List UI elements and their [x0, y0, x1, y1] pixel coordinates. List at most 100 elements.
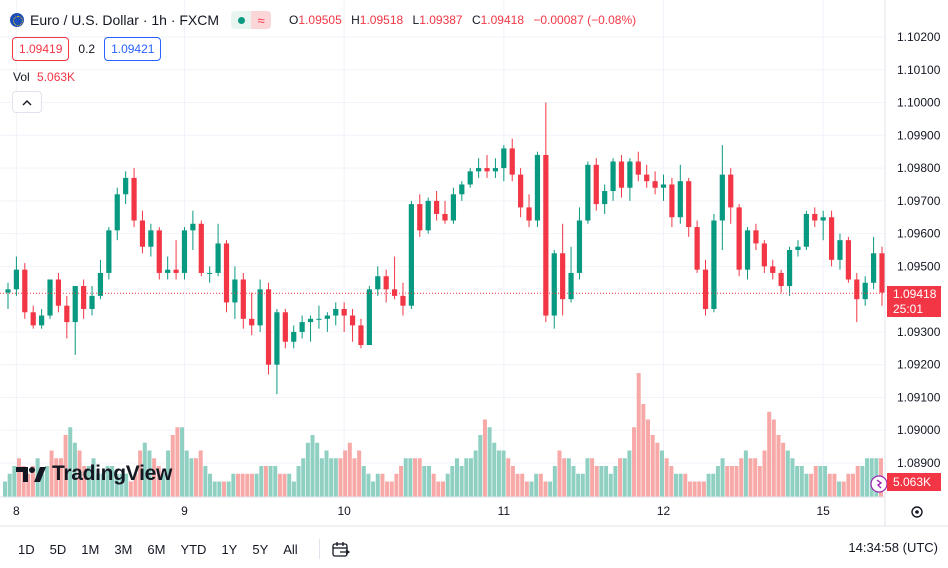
volume-bar	[338, 458, 343, 497]
tradingview-logo[interactable]: TradingView	[16, 462, 172, 486]
volume-bar	[851, 473, 856, 497]
volume-legend[interactable]: Vol 5.063K	[13, 70, 75, 84]
candle-body	[459, 184, 465, 195]
candle	[408, 200, 414, 309]
bar-countdown-label: 25:01	[887, 301, 941, 317]
price-axis[interactable]: 1.10200 1.10100 1.10000 1.09900 1.09800 1.097…	[897, 30, 941, 470]
range-1y-button[interactable]: 1Y	[221, 541, 238, 557]
utc-clock[interactable]: 14:34:58 (UTC)	[848, 540, 938, 555]
volume-bar	[124, 473, 129, 497]
range-3m-button[interactable]: 3M	[114, 541, 133, 557]
collapse-legend-button[interactable]	[12, 91, 42, 113]
volume-bar	[767, 411, 772, 497]
candle-body	[694, 227, 700, 270]
market-open-icon[interactable]	[231, 11, 252, 29]
volume-bar	[482, 419, 487, 497]
candle	[812, 207, 818, 228]
candle	[324, 312, 330, 332]
volume-bar	[54, 458, 59, 497]
volume-bar	[636, 373, 641, 497]
volume-bar	[450, 466, 455, 497]
buy-price-button[interactable]: 1.09421	[104, 37, 162, 61]
range-5d-button[interactable]: 5D	[49, 541, 67, 557]
volume-value: 5.063K	[37, 70, 76, 84]
candle	[433, 191, 440, 221]
volume-bar	[263, 466, 268, 497]
candle-body	[417, 204, 423, 231]
volume-bar	[739, 458, 744, 497]
ohlc-high-label: H	[351, 13, 360, 27]
candle	[728, 168, 734, 224]
range-ytd-button[interactable]: YTD	[180, 541, 207, 557]
range-all-button[interactable]: All	[283, 541, 298, 557]
volume-bar	[114, 473, 119, 497]
candle	[845, 236, 851, 283]
volume-bar	[287, 473, 292, 497]
volume-bar	[44, 466, 49, 497]
range-6m-button[interactable]: 6M	[147, 541, 166, 557]
candle-body	[568, 272, 574, 300]
price-tick-label: 1.10000	[897, 96, 941, 110]
candle	[744, 227, 751, 280]
symbol-header[interactable]: Euro / U.S. Dollar · 1h · FXCM ≈ O1.0950…	[10, 8, 636, 32]
candle-body	[484, 168, 490, 172]
sell-price-button[interactable]: 1.09419	[12, 37, 70, 61]
candle	[5, 282, 11, 309]
candle	[770, 259, 776, 280]
volume-bar	[771, 419, 776, 497]
candle	[501, 145, 507, 182]
volume-bar	[352, 458, 357, 497]
settings-icon[interactable]	[911, 506, 923, 518]
candle-body	[173, 269, 179, 273]
candle-body	[534, 154, 541, 221]
wave-icon[interactable]: ≈	[251, 11, 272, 29]
candle-body	[845, 240, 851, 280]
volume-bar	[795, 466, 800, 497]
volume-bar	[3, 481, 7, 497]
candle-body	[476, 168, 482, 172]
candle	[484, 154, 490, 178]
volume-bar	[333, 458, 338, 497]
volume-bar	[403, 458, 408, 497]
candle	[198, 220, 204, 277]
volume-bar	[818, 466, 823, 497]
candle	[156, 227, 162, 280]
candle-body	[660, 184, 667, 188]
volume-profile-icon[interactable]	[870, 475, 888, 493]
candle	[450, 187, 457, 224]
candle-body	[139, 220, 146, 247]
candle	[618, 154, 625, 198]
range-1d-button[interactable]: 1D	[18, 541, 35, 557]
candle	[131, 168, 137, 228]
candle	[64, 295, 70, 339]
candle-body	[677, 181, 683, 218]
candle	[518, 168, 524, 218]
range-1m-button[interactable]: 1M	[81, 541, 100, 557]
price-tick-label: 1.09900	[897, 128, 941, 142]
candle	[610, 158, 616, 201]
candle-body	[501, 148, 507, 169]
volume-bar	[510, 466, 515, 497]
symbol-title[interactable]: Euro / U.S. Dollar · 1h · FXCM	[30, 12, 220, 28]
volume-bar	[692, 481, 697, 497]
candle	[81, 279, 87, 319]
volume-bar	[96, 473, 101, 497]
status-badges[interactable]: ≈	[231, 11, 272, 29]
candle-body	[719, 174, 725, 221]
date-range-calendar-icon[interactable]	[331, 540, 351, 558]
candle	[803, 210, 809, 250]
range-5y-button[interactable]: 5Y	[252, 541, 269, 557]
volume-bar	[329, 458, 334, 497]
volume-bar	[156, 466, 161, 497]
candle-body	[736, 207, 742, 270]
time-tick-label: 15	[816, 504, 830, 518]
candle-body	[669, 184, 675, 218]
time-axis[interactable]: 8 9 10 11 12 15	[13, 504, 830, 518]
candle	[223, 240, 230, 313]
candle	[274, 308, 280, 395]
candle-body	[786, 250, 793, 287]
volume-bar	[180, 427, 185, 497]
volume-bar	[254, 473, 259, 497]
volume-bar	[231, 473, 236, 497]
